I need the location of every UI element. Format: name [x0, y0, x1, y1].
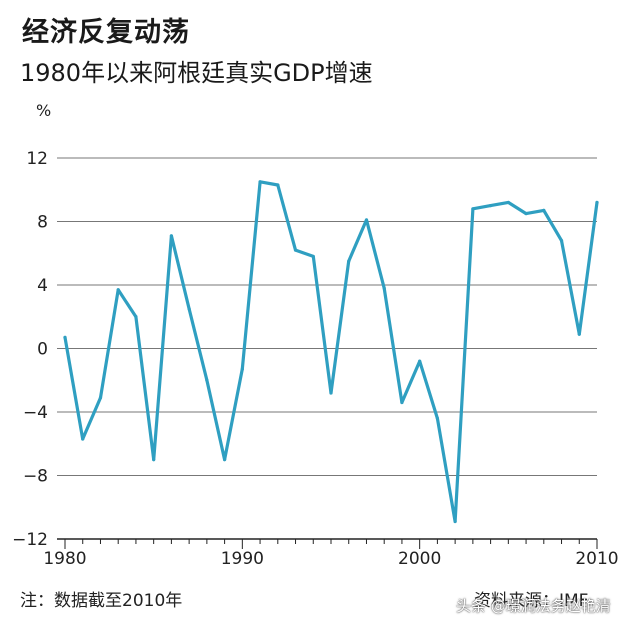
x-tick-label-1980: 1980: [43, 549, 86, 569]
chart-subtitle: 1980年以来阿根廷真实GDP增速: [20, 59, 373, 87]
watermark: 头条 @璟润法务赵艳清: [456, 597, 611, 615]
x-axis: 1980 1990 2000 2010: [43, 538, 619, 569]
x-tick-label-1990: 1990: [221, 549, 264, 569]
data-point-1988: [205, 378, 209, 382]
gridlines: [57, 157, 597, 476]
data-point-2005: [506, 200, 510, 205]
series: [63, 180, 599, 524]
y-tick-labels: 12 8 4 0 −4 −8 −12: [12, 149, 48, 550]
data-point-2004: [489, 204, 493, 208]
data-point-1993: [293, 248, 298, 252]
data-point-1997: [364, 218, 369, 222]
data-point-1986: [169, 234, 173, 238]
data-point-1984: [134, 315, 138, 319]
data-point-2009: [577, 332, 581, 336]
chart-title: 经济反复动荡: [22, 17, 190, 48]
y-tick-label-0: 0: [37, 340, 48, 360]
data-point-1981: [81, 437, 85, 441]
data-point-1989: [223, 458, 227, 462]
data-point-1994: [311, 254, 315, 259]
y-tick-label-8: 8: [37, 213, 48, 233]
y-tick-label-4: 4: [37, 276, 48, 296]
data-point-2010: [595, 200, 599, 205]
y-tick-label--12: −12: [12, 530, 48, 550]
data-point-1991: [258, 180, 262, 184]
data-point-1985: [152, 458, 156, 462]
y-tick-label--8: −8: [23, 467, 48, 487]
data-point-2001: [435, 416, 439, 420]
data-point-1990: [240, 367, 244, 371]
data-point-1995: [329, 391, 333, 395]
data-point-1992: [276, 183, 280, 187]
footnote: 注：数据截至2010年: [20, 591, 183, 611]
x-tick-label-2000: 2000: [398, 549, 441, 569]
data-point-2006: [524, 211, 528, 216]
data-point-1987: [187, 307, 191, 311]
data-point-2000: [418, 359, 422, 363]
data-source: 资料来源：IMF: [474, 591, 589, 611]
y-axis-unit: %: [36, 101, 52, 120]
data-point-1998: [382, 286, 386, 290]
data-point-1983: [116, 288, 120, 292]
data-point-1982: [98, 396, 103, 400]
y-tick-label--4: −4: [23, 403, 48, 423]
y-tick-label-12: 12: [26, 149, 48, 169]
data-point-1999: [400, 400, 404, 405]
data-point-1980: [63, 335, 67, 339]
data-point-2003: [471, 207, 475, 211]
x-tick-label-2010: 2010: [575, 549, 618, 569]
gdp-growth-line: [63, 180, 599, 524]
data-point-2008: [559, 238, 564, 243]
data-point-2007: [542, 208, 546, 212]
data-point-1996: [347, 259, 351, 263]
data-point-2002: [453, 519, 457, 524]
